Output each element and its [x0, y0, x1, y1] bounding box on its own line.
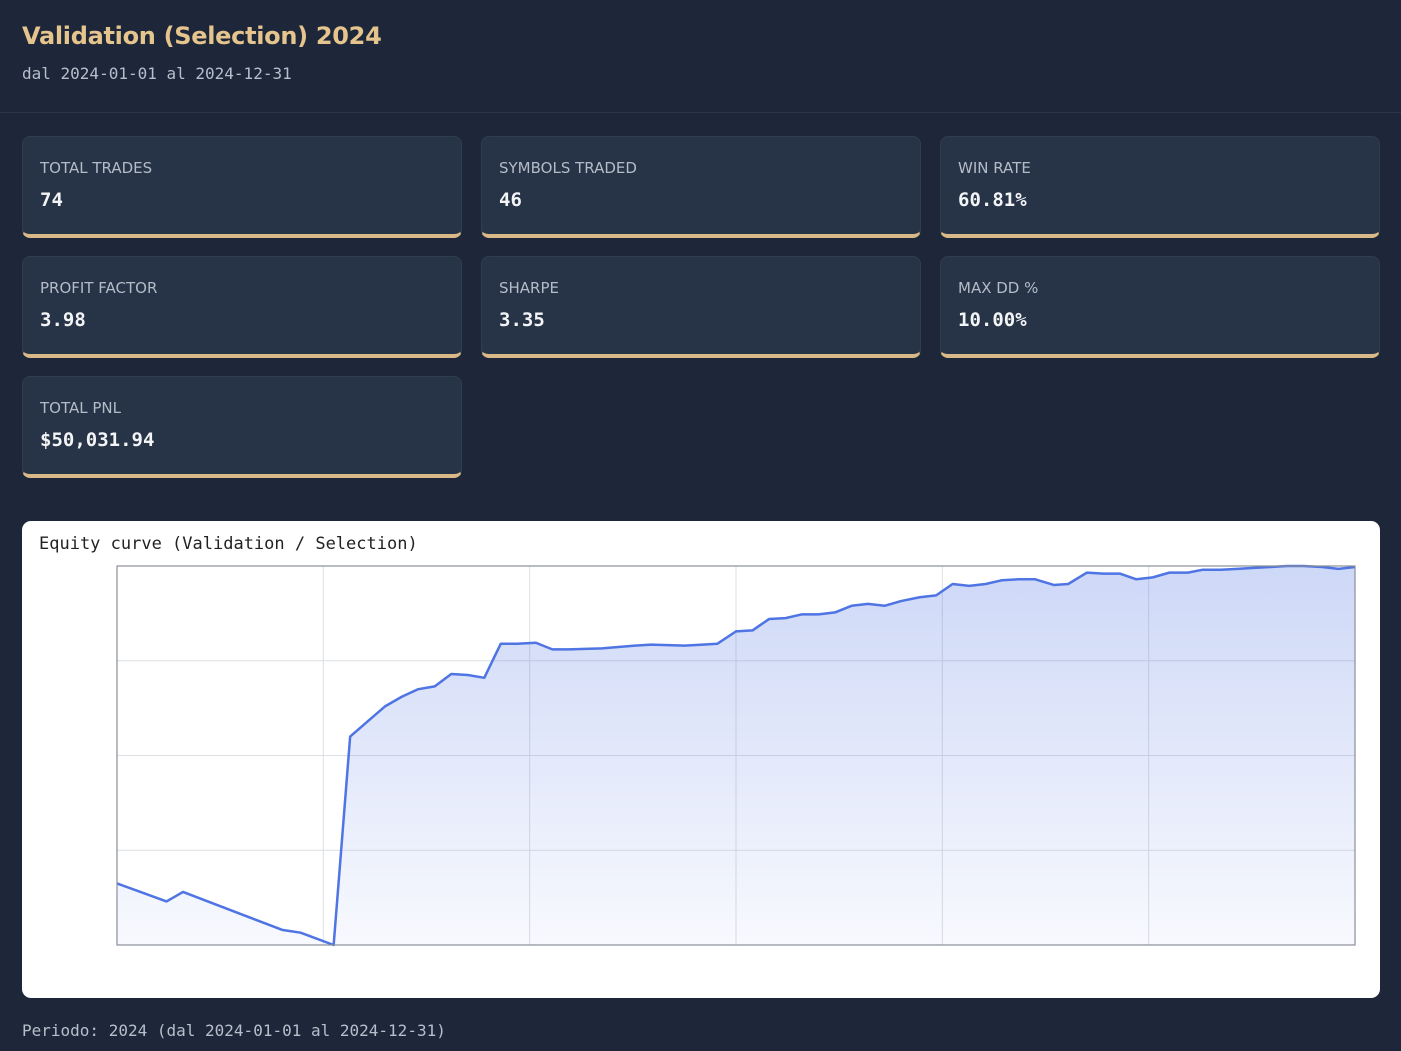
stat-card: PROFIT FACTOR 3.98 [22, 256, 462, 358]
footer: Periodo: 2024 (dal 2024-01-01 al 2024-12… [22, 1021, 446, 1040]
cards: TOTAL TRADES 74 SYMBOLS TRADED 46 WIN RATE 60… [22, 136, 1380, 478]
line [116, 564, 1356, 947]
stat-label: SYMBOLS TRADED [499, 159, 637, 177]
stat-card: TOTAL PNL $50,031.94 [22, 376, 462, 478]
area [117, 566, 1355, 945]
chart-panel: Equity curve (Validation / Selection) [22, 521, 1380, 998]
stat-value: 3.98 [40, 309, 86, 331]
stat-card: SHARPE 3.35 [481, 256, 921, 358]
stat-value: 10.00% [958, 309, 1027, 331]
stat-label: PROFIT FACTOR [40, 279, 158, 297]
stat-label: SHARPE [499, 279, 560, 297]
stat-value: 60.81% [958, 189, 1027, 211]
stat-value: 3.35 [499, 309, 545, 331]
stat-value: 46 [499, 189, 522, 211]
chart-title: Equity curve (Validation / Selection) [39, 534, 418, 554]
header: Validation (Selection) 2024 dal 2024-01-… [0, 0, 1401, 113]
plot-border [116, 565, 1356, 946]
stat-label: TOTAL TRADES [40, 159, 153, 177]
subtitle: dal 2024-01-01 al 2024-12-31 [22, 64, 292, 83]
title: Validation (Selection) 2024 [22, 22, 382, 50]
stat-card: MAX DD % 10.00% [940, 256, 1380, 358]
stat-label: TOTAL PNL [40, 399, 121, 417]
chart: Equity curve (Validation / Selection) [39, 534, 1356, 947]
stat-label: WIN RATE [958, 159, 1031, 177]
stat-card: TOTAL TRADES 74 [22, 136, 462, 238]
stat-label: MAX DD % [958, 279, 1039, 297]
stat-card: WIN RATE 60.81% [940, 136, 1380, 238]
stat-value: 74 [40, 189, 63, 211]
stat-card: SYMBOLS TRADED 46 [481, 136, 921, 238]
stat-value: $50,031.94 [40, 429, 155, 451]
